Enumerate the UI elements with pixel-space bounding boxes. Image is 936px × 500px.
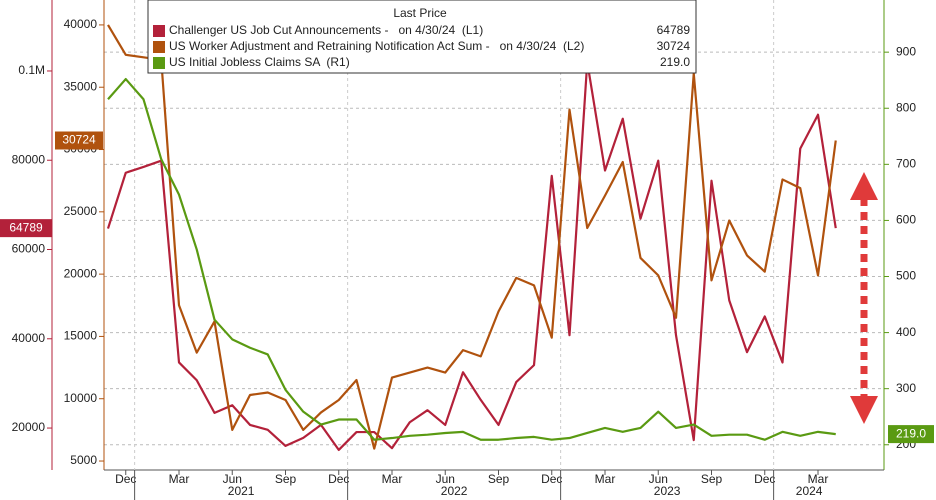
year-label: 2021 [228, 484, 255, 498]
x-tick-label: Sep [701, 472, 723, 486]
legend-box [147, 0, 697, 74]
tick-label: 900 [896, 44, 916, 58]
tick-label: 700 [896, 157, 916, 171]
legend-value: 64789 [657, 23, 691, 37]
legend-swatch [153, 57, 165, 69]
legend-swatch [153, 41, 165, 53]
tick-label: 20000 [12, 420, 46, 434]
legend-label: US Worker Adjustment and Retraining Noti… [169, 39, 584, 53]
legend-title: Last Price [393, 6, 447, 20]
x-tick-label: Mar [382, 472, 403, 486]
last-value-flag [888, 425, 934, 444]
x-tick-label: Mar [169, 472, 190, 486]
x-tick-label: Jun [223, 472, 242, 486]
arrow-head [850, 396, 878, 424]
tick-label: 500 [896, 269, 916, 283]
legend-value: 30724 [657, 39, 691, 53]
legend-swatch [153, 25, 165, 37]
last-value-label: 30724 [62, 133, 96, 147]
x-tick-label: Dec [328, 472, 349, 486]
x-tick-label: Mar [808, 472, 829, 486]
series-line [107, 77, 836, 441]
arrow-head [850, 172, 878, 200]
legend-label: US Initial Jobless Claims SA (R1) [169, 55, 350, 69]
legend: Last Price Challenger US Job Cut Announce… [147, 0, 697, 74]
tick-label: 25000 [64, 204, 98, 218]
tick-label: 800 [896, 100, 916, 114]
tick-label: 0.1M [18, 63, 45, 77]
tick-label: 10000 [64, 391, 98, 405]
x-tick-label: Sep [275, 472, 297, 486]
series-line [107, 24, 837, 450]
x-tick-label: Sep [488, 472, 510, 486]
year-label: 2024 [796, 484, 823, 498]
tick-label: 400 [896, 325, 916, 339]
year-label: 2023 [654, 484, 681, 498]
x-tick-label: Dec [541, 472, 562, 486]
series-line [106, 60, 837, 452]
year-label: 2022 [441, 484, 468, 498]
tick-label: 5000 [70, 453, 97, 467]
x-tick-label: Dec [754, 472, 775, 486]
x-tick-label: Mar [595, 472, 616, 486]
tick-label: 300 [896, 381, 916, 395]
tick-label: 60000 [12, 242, 46, 256]
tick-label: 40000 [12, 331, 46, 345]
tick-label: 40000 [64, 17, 98, 31]
x-tick-label: Jun [649, 472, 668, 486]
last-value-label: 219.0 [896, 426, 926, 440]
tick-label: 600 [896, 213, 916, 227]
legend-label: Challenger US Job Cut Announcements - on… [169, 23, 483, 37]
tick-label: 15000 [64, 329, 98, 343]
legend-value: 219.0 [660, 55, 690, 69]
last-value-flag [55, 131, 103, 150]
annotation-arrow [850, 172, 878, 424]
tick-label: 20000 [64, 266, 98, 280]
last-value-label: 64789 [9, 220, 43, 234]
tick-label: 80000 [12, 152, 46, 166]
tick-label: 35000 [64, 79, 98, 93]
x-tick-label: Dec [115, 472, 136, 486]
last-value-flag [0, 219, 52, 238]
x-tick-label: Jun [436, 472, 455, 486]
